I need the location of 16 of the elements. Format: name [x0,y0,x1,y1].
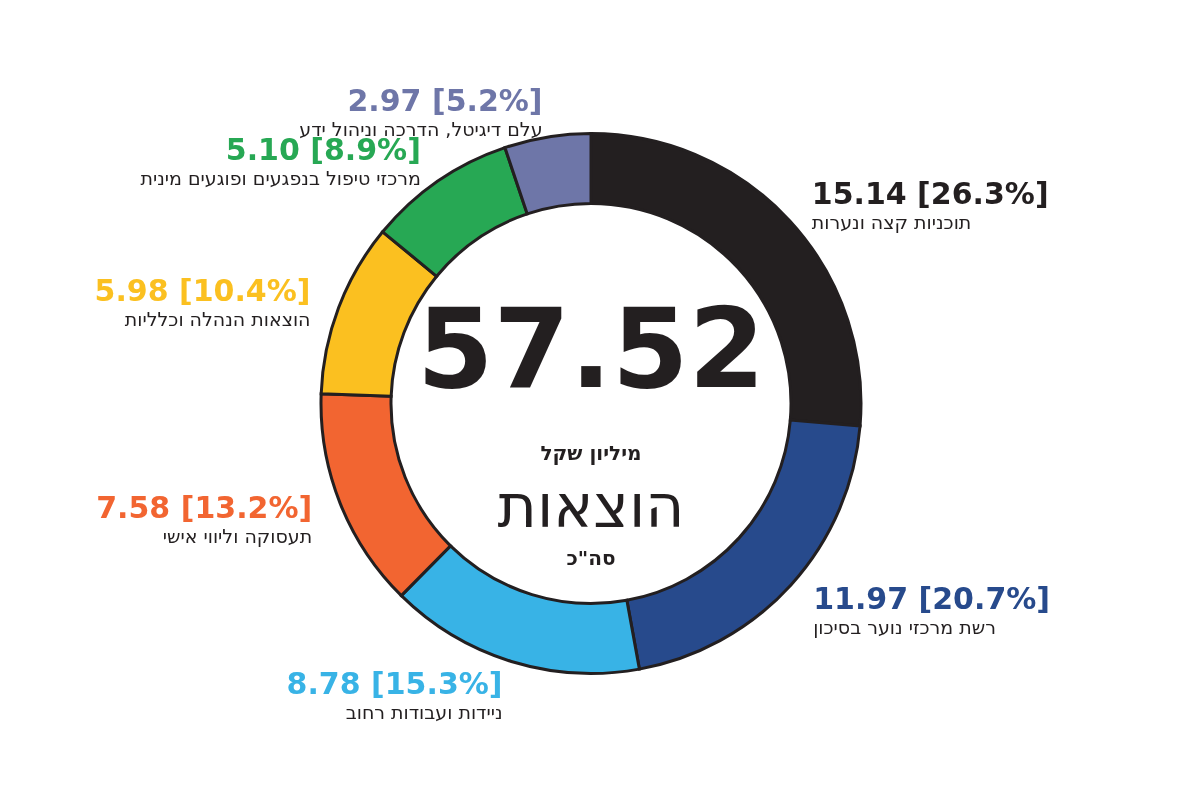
data-label: 11.97 [20.7%] [813,581,1051,617]
data-label: 8.78 [15.3%] [286,666,503,702]
slice-label: רשת מרכזי נוער בסיכון [813,616,996,639]
slice-label: הוצאות הנהלה וכלליות [124,308,311,331]
text: סה"כ [566,545,616,570]
slice-label: ניידות ועבודות רחוב [345,701,503,724]
text: מיליון שקל [540,440,642,465]
text: הוצאות [497,470,685,541]
data-label: 15.14 [26.3%] [811,176,1049,212]
slice-label: תעסוקה וליווי אישי [162,525,313,548]
data-label: 5.98 [10.4%] [94,273,311,309]
data-label: 7.58 [13.2%] [96,490,313,526]
text: 57.52 [417,284,765,413]
slice-label: מרכזי טיפול בנפגעים ופוגעים מינית [140,167,421,190]
data-label: 2.97 [5.2%] [347,83,543,119]
slice-label: תוכניות קצה ונערות [811,211,972,234]
